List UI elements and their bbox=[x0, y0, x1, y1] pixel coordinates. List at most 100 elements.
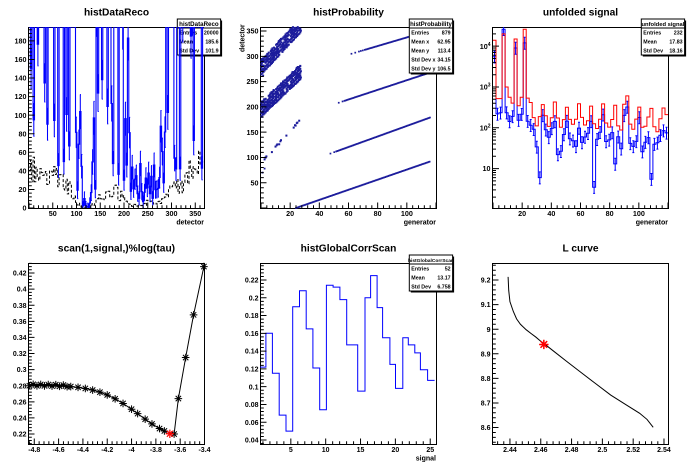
svg-text:Mean: Mean bbox=[179, 40, 193, 46]
svg-text:150: 150 bbox=[94, 209, 106, 218]
svg-text:200: 200 bbox=[247, 102, 259, 111]
svg-text:scan(1,signal,)%log(tau): scan(1,signal,)%log(tau) bbox=[58, 244, 175, 255]
svg-text:unfolded signal: unfolded signal bbox=[543, 8, 618, 19]
svg-text:6.758: 6.758 bbox=[437, 285, 450, 291]
svg-text:0.22: 0.22 bbox=[13, 432, 27, 439]
svg-text:0.42: 0.42 bbox=[13, 271, 27, 278]
svg-text:0.04: 0.04 bbox=[245, 438, 259, 445]
svg-text:Std Dev y: Std Dev y bbox=[411, 67, 435, 73]
svg-text:histProbability: histProbability bbox=[410, 22, 452, 28]
svg-text:100: 100 bbox=[15, 111, 27, 120]
svg-text:signal: signal bbox=[416, 456, 436, 463]
svg-text:histGlobalCorrScan: histGlobalCorrScan bbox=[301, 244, 397, 255]
svg-text:34.15: 34.15 bbox=[437, 58, 450, 64]
svg-text:160: 160 bbox=[15, 55, 27, 64]
svg-text:histGlobalCorrScan: histGlobalCorrScan bbox=[408, 258, 454, 264]
svg-text:L curve: L curve bbox=[562, 244, 598, 255]
svg-text:Entries: Entries bbox=[411, 267, 429, 273]
svg-text:2.52: 2.52 bbox=[626, 447, 640, 454]
svg-text:unfolded signal: unfolded signal bbox=[642, 22, 685, 28]
svg-text:350: 350 bbox=[247, 27, 259, 36]
svg-text:0.32: 0.32 bbox=[13, 351, 27, 358]
svg-text:Std Dev x: Std Dev x bbox=[411, 58, 435, 64]
svg-text:0.22: 0.22 bbox=[245, 278, 259, 285]
svg-text:0.16: 0.16 bbox=[245, 331, 259, 338]
svg-text:0: 0 bbox=[23, 204, 27, 213]
svg-text:0.12: 0.12 bbox=[245, 366, 259, 373]
svg-text:100: 100 bbox=[633, 209, 645, 218]
svg-text:Mean: Mean bbox=[643, 40, 657, 46]
svg-text:106.5: 106.5 bbox=[437, 67, 450, 73]
svg-text:113.4: 113.4 bbox=[438, 49, 451, 55]
svg-text:10: 10 bbox=[483, 164, 491, 173]
svg-text:100: 100 bbox=[401, 209, 413, 218]
svg-text:60: 60 bbox=[345, 209, 353, 218]
svg-text:80: 80 bbox=[374, 209, 382, 218]
svg-text:Mean y: Mean y bbox=[411, 49, 429, 55]
svg-text:250: 250 bbox=[247, 77, 259, 86]
svg-text:-4.8: -4.8 bbox=[28, 447, 40, 454]
svg-text:20: 20 bbox=[391, 447, 399, 454]
svg-text:-3.8: -3.8 bbox=[150, 447, 162, 454]
svg-text:20000: 20000 bbox=[204, 31, 219, 37]
svg-text:-3.6: -3.6 bbox=[174, 447, 186, 454]
svg-text:0.08: 0.08 bbox=[245, 402, 259, 409]
svg-text:Mean: Mean bbox=[411, 276, 425, 282]
svg-text:generator: generator bbox=[636, 220, 669, 227]
svg-text:Std Dev: Std Dev bbox=[179, 49, 199, 55]
svg-text:0.34: 0.34 bbox=[13, 335, 27, 342]
svg-text:200: 200 bbox=[118, 209, 130, 218]
svg-text:40: 40 bbox=[19, 166, 27, 175]
svg-text:100: 100 bbox=[71, 209, 83, 218]
svg-text:9.1: 9.1 bbox=[481, 302, 491, 309]
svg-text:9: 9 bbox=[487, 327, 491, 334]
svg-text:8.9: 8.9 bbox=[481, 351, 491, 358]
svg-text:0.28: 0.28 bbox=[13, 383, 27, 390]
svg-text:102: 102 bbox=[480, 123, 491, 132]
svg-text:103: 103 bbox=[480, 83, 491, 92]
svg-text:8.7: 8.7 bbox=[481, 401, 491, 408]
svg-text:13.17: 13.17 bbox=[437, 276, 450, 282]
svg-text:350: 350 bbox=[189, 209, 201, 218]
svg-text:20: 20 bbox=[518, 209, 526, 218]
svg-text:60: 60 bbox=[19, 148, 27, 157]
svg-text:40: 40 bbox=[315, 209, 323, 218]
svg-text:0.1: 0.1 bbox=[249, 384, 259, 391]
svg-text:-4: -4 bbox=[128, 447, 134, 454]
svg-text:Std Dev: Std Dev bbox=[411, 285, 431, 291]
svg-text:histDataReco: histDataReco bbox=[84, 8, 149, 19]
svg-text:100: 100 bbox=[247, 153, 259, 162]
svg-text:8.6: 8.6 bbox=[481, 425, 491, 432]
svg-text:20: 20 bbox=[286, 209, 294, 218]
svg-text:0.36: 0.36 bbox=[13, 319, 27, 326]
svg-text:Mean x: Mean x bbox=[411, 40, 429, 46]
svg-text:52: 52 bbox=[445, 267, 451, 273]
svg-text:180: 180 bbox=[15, 37, 27, 46]
svg-text:104: 104 bbox=[480, 42, 491, 51]
svg-text:2.48: 2.48 bbox=[565, 447, 579, 454]
svg-text:300: 300 bbox=[166, 209, 178, 218]
svg-text:10: 10 bbox=[322, 447, 330, 454]
svg-text:60: 60 bbox=[577, 209, 585, 218]
svg-text:Entries: Entries bbox=[411, 31, 429, 37]
svg-text:2.5: 2.5 bbox=[598, 447, 608, 454]
svg-text:Std Dev: Std Dev bbox=[643, 49, 663, 55]
svg-text:80: 80 bbox=[19, 129, 27, 138]
svg-text:-4.4: -4.4 bbox=[77, 447, 89, 454]
svg-text:17.83: 17.83 bbox=[669, 40, 682, 46]
svg-text:0.26: 0.26 bbox=[13, 399, 27, 406]
svg-text:2.46: 2.46 bbox=[534, 447, 548, 454]
svg-text:140: 140 bbox=[15, 74, 27, 83]
svg-text:50: 50 bbox=[49, 209, 57, 218]
svg-text:-4.6: -4.6 bbox=[53, 447, 65, 454]
svg-text:-3.4: -3.4 bbox=[198, 447, 210, 454]
svg-text:0.4: 0.4 bbox=[17, 287, 27, 294]
svg-text:2.44: 2.44 bbox=[503, 447, 517, 454]
svg-text:0.06: 0.06 bbox=[245, 420, 259, 427]
svg-text:histProbability: histProbability bbox=[313, 8, 384, 19]
svg-text:50: 50 bbox=[251, 178, 259, 187]
svg-text:0.38: 0.38 bbox=[13, 303, 27, 310]
svg-text:25: 25 bbox=[426, 447, 434, 454]
svg-text:250: 250 bbox=[142, 209, 154, 218]
svg-text:-4.2: -4.2 bbox=[101, 447, 113, 454]
